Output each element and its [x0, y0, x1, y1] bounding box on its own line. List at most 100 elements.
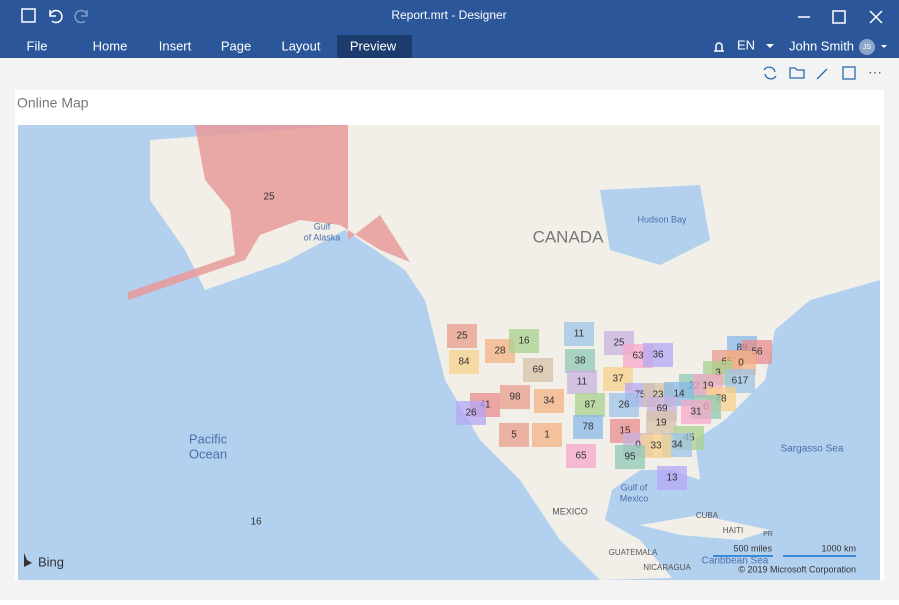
region-value: 98	[509, 392, 521, 403]
region-value: 34	[543, 396, 555, 407]
scale-miles: 500 miles	[733, 543, 772, 553]
region-value: 37	[612, 374, 624, 385]
region-value: 16	[518, 336, 530, 347]
more-button[interactable]: ···	[868, 64, 882, 80]
map-label: Pacific Ocean	[189, 432, 228, 462]
state-region	[500, 385, 530, 409]
edit-icon[interactable]	[816, 68, 828, 80]
region-value: 95	[624, 452, 636, 463]
map-label: Gulf of Alaska	[304, 222, 341, 243]
cuba	[640, 515, 770, 540]
open-icon[interactable]	[789, 67, 805, 79]
user-dropdown-arrow[interactable]	[881, 45, 887, 48]
region-value: 5	[511, 430, 517, 441]
state-region	[646, 411, 676, 435]
map-label: CUBA	[696, 511, 719, 520]
hudson-bay	[600, 185, 710, 265]
region-value: 19	[655, 418, 667, 429]
alaska-region	[128, 125, 410, 300]
map-label: NICARAGUA	[643, 563, 691, 572]
map-label: MEXICO	[552, 506, 588, 516]
title-bar	[0, 0, 899, 58]
map-label: PR	[763, 531, 773, 538]
map-label: Gulf of Mexico	[620, 483, 649, 504]
state-region	[534, 389, 564, 413]
active-tab	[337, 35, 412, 58]
state-region	[449, 350, 479, 374]
region-value: 14	[673, 389, 685, 400]
save-icon[interactable]	[21, 8, 36, 23]
region-value: 25	[456, 331, 468, 342]
region-value: 75	[634, 390, 646, 401]
state-region	[566, 444, 596, 468]
close-button[interactable]	[869, 10, 883, 24]
state-region	[532, 423, 562, 447]
region-value: 84	[458, 357, 470, 368]
region-value: 65	[575, 451, 587, 462]
region-value: 25	[263, 192, 275, 203]
user-avatar[interactable]	[859, 39, 875, 55]
region-value: 617	[732, 376, 749, 387]
scale-km: 1000 km	[821, 543, 856, 553]
region-value: 78	[582, 422, 594, 433]
map-label: Hudson Bay	[637, 214, 687, 224]
region-value: 3	[715, 368, 721, 379]
state-region	[564, 322, 594, 346]
maximize-button[interactable]	[832, 10, 846, 24]
state-region	[609, 393, 639, 417]
menu-tab[interactable]: File	[27, 38, 48, 53]
state-region	[573, 415, 603, 439]
user-name[interactable]: John Smith	[789, 38, 854, 53]
language-dropdown-arrow[interactable]	[766, 44, 774, 48]
refresh-icon[interactable]	[763, 66, 777, 80]
state-region	[567, 370, 597, 394]
map-label: CANADA	[533, 227, 605, 246]
user-initials: JS	[863, 44, 872, 51]
state-region	[681, 400, 711, 424]
region-value: 25	[613, 338, 625, 349]
region-value: 69	[656, 404, 668, 415]
fullscreen-icon[interactable]	[842, 66, 856, 80]
state-region	[641, 434, 671, 458]
state-region	[456, 401, 486, 425]
region-value: 0	[738, 358, 744, 369]
state-region	[643, 343, 673, 367]
state-region	[615, 445, 645, 469]
region-value: 87	[584, 400, 596, 411]
window-title: Report.mrt - Designer	[391, 8, 506, 22]
notification-icon[interactable]	[714, 42, 724, 52]
region-value: 13	[666, 473, 678, 484]
menu-tab[interactable]: Insert	[159, 38, 192, 53]
undo-icon[interactable]	[49, 9, 63, 24]
region-value: 11	[577, 377, 588, 388]
region-value: 36	[652, 350, 664, 361]
region-value: 63	[632, 351, 644, 362]
region-value: 11	[574, 329, 585, 340]
menu-tab[interactable]: Page	[221, 38, 251, 53]
language-selector[interactable]: EN	[737, 37, 755, 52]
menu-tab[interactable]: Home	[93, 38, 128, 53]
region-value: 78	[715, 394, 727, 405]
bing-logo	[24, 553, 32, 567]
state-region	[499, 423, 529, 447]
state-region	[565, 349, 595, 373]
menu-tab[interactable]: Layout	[281, 38, 320, 53]
map-label: Caribbean Sea	[702, 556, 769, 567]
menu-tab[interactable]: Preview	[350, 38, 397, 53]
map: 2525281611258438633669895665036171137221…	[18, 125, 880, 580]
state-region	[657, 466, 687, 490]
state-region	[447, 324, 477, 348]
redo-icon[interactable]	[74, 9, 88, 24]
region-value: 38	[574, 356, 586, 367]
map-label: HAITI	[723, 526, 743, 535]
region-value: 26	[618, 400, 630, 411]
region-value: 1	[544, 430, 550, 441]
region-value: 69	[532, 365, 544, 376]
region-value: 19	[702, 381, 714, 392]
region-value: 31	[690, 407, 702, 418]
map-label: Sargasso Sea	[781, 444, 844, 455]
map-provider: Bing	[38, 554, 64, 569]
copyright: © 2019 Microsoft Corporation	[738, 564, 856, 574]
